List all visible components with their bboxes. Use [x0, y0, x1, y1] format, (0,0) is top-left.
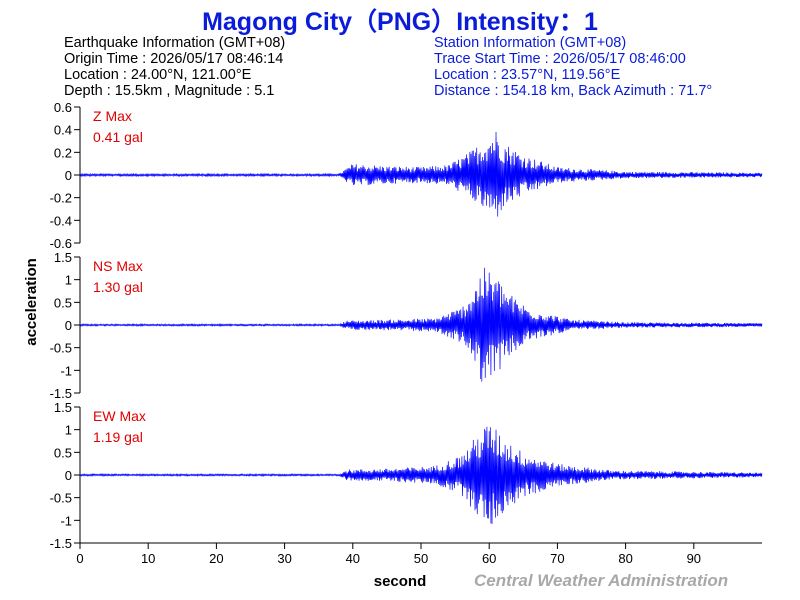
y-tick-label: 0.6 — [54, 100, 72, 115]
x-axis-label: second — [374, 573, 427, 590]
y-tick-label: -1.5 — [50, 536, 72, 551]
y-tick-label: -1.5 — [50, 386, 72, 401]
depth-magnitude: Depth : 15.5km , Magnitude : 5.1 — [64, 83, 275, 99]
y-tick-label: 1.5 — [54, 400, 72, 415]
y-tick-label: -0.5 — [50, 491, 72, 506]
station-location: Location : 23.57°N, 119.56°E — [434, 67, 621, 83]
panel-z: -0.6 -0.4 -0.2 0 0.2 0.4 0.6 Z Max 0.41 gal — [50, 100, 763, 251]
station-info-header: Station Information (GMT+08) — [434, 35, 627, 51]
x-tick-label: 40 — [346, 551, 360, 566]
y-tick-label: -0.5 — [50, 341, 72, 356]
panel-ew: -1.5 -1 -0.5 0 0.5 1 1.5 EW Max 1.19 gal — [50, 400, 763, 551]
max-value-ns: 1.30 gal — [93, 279, 143, 295]
max-value-z: 0.41 gal — [93, 129, 143, 145]
y-tick-label: 0.5 — [54, 295, 72, 310]
origin-time: Origin Time : 2026/05/17 08:46:14 — [64, 51, 284, 67]
y-tick-label: 1.5 — [54, 250, 72, 265]
y-tick-label: 0 — [65, 468, 72, 483]
waveform-trace-ew — [79, 426, 763, 525]
y-tick-label: 0 — [65, 168, 72, 183]
max-label-ns: NS Max — [93, 258, 143, 274]
y-tick-label: 1 — [65, 273, 72, 288]
x-tick-label: 60 — [482, 551, 496, 566]
credit-text: Central Weather Administration — [474, 571, 729, 590]
waveform-trace-z — [79, 132, 763, 217]
y-tick-label: 0 — [65, 318, 72, 333]
y-tick-label: -1 — [60, 363, 72, 378]
x-tick-label: 10 — [141, 551, 155, 566]
trace-start-time: Trace Start Time : 2026/05/17 08:46:00 — [434, 51, 686, 67]
waveform-trace-ns — [79, 267, 763, 382]
panel-ns: -1.5 -1 -0.5 0 0.5 1 1.5 NS Max 1.30 gal — [50, 250, 763, 401]
x-tick-label: 90 — [687, 551, 701, 566]
max-label-ew: EW Max — [93, 408, 146, 424]
y-tick-label: -1 — [60, 513, 72, 528]
y-axis-label: acceleration — [23, 258, 40, 346]
y-tick-label: -0.2 — [50, 191, 72, 206]
earthquake-info: Earthquake Information (GMT+08) Origin T… — [64, 35, 285, 99]
y-tick-label: 0.4 — [54, 123, 72, 138]
x-tick-label: 30 — [277, 551, 291, 566]
epicenter-location: Location : 24.00°N, 121.00°E — [64, 67, 252, 83]
station-info: Station Information (GMT+08) Trace Start… — [434, 35, 712, 99]
max-label-z: Z Max — [93, 108, 132, 124]
y-tick-label: 0.5 — [54, 445, 72, 460]
distance-azimuth: Distance : 154.18 km, Back Azimuth : 71.… — [434, 83, 713, 99]
x-tick-label: 80 — [618, 551, 632, 566]
x-tick-label: 70 — [550, 551, 564, 566]
y-tick-label: -0.6 — [50, 236, 72, 251]
y-tick-label: 1 — [65, 423, 72, 438]
y-tick-label: 0.2 — [54, 145, 72, 160]
x-tick-label: 0 — [76, 551, 83, 566]
max-value-ew: 1.19 gal — [93, 429, 143, 445]
earthquake-info-header: Earthquake Information (GMT+08) — [64, 35, 286, 51]
chart-title: Magong City（PNG）Intensity：1 — [202, 8, 598, 36]
y-tick-label: -0.4 — [50, 213, 72, 228]
x-tick-label: 50 — [414, 551, 428, 566]
x-tick-label: 20 — [209, 551, 223, 566]
